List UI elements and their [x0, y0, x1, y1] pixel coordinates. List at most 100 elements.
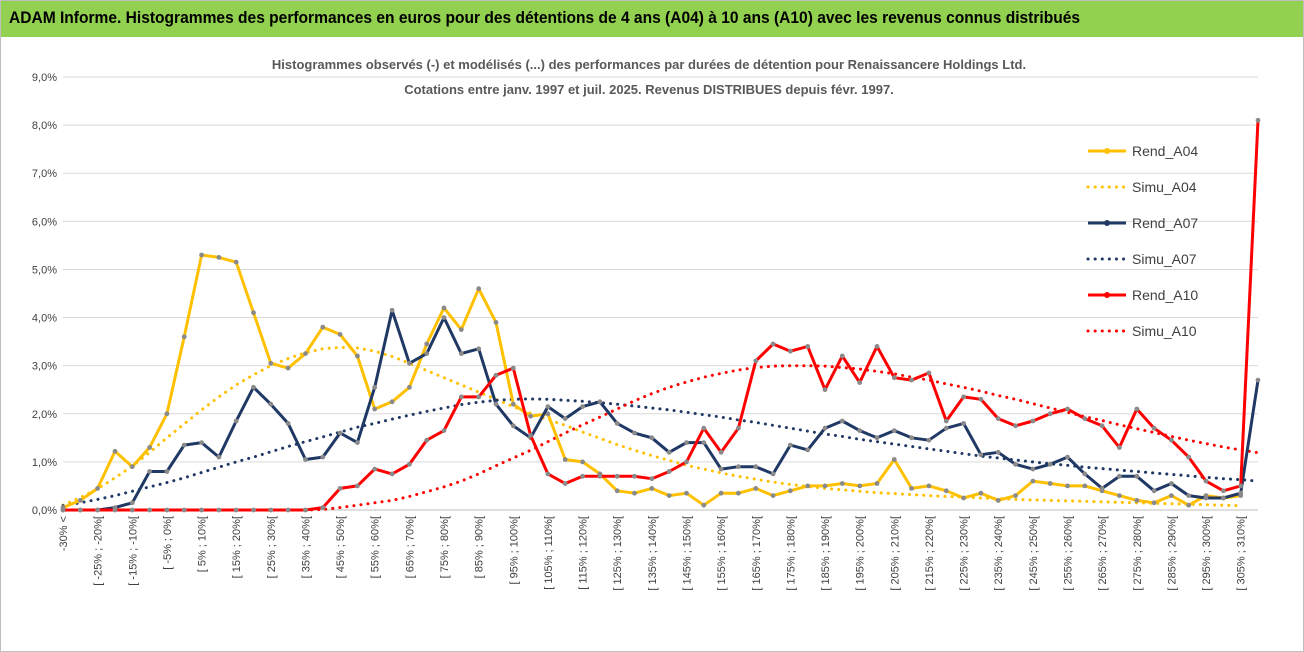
rend-a07-point — [268, 401, 274, 407]
rend-a04-point — [839, 481, 845, 486]
rend-a04-point — [1117, 493, 1122, 498]
rend-a04-point — [857, 483, 863, 489]
rend-a10-point — [718, 449, 724, 455]
rend-a07-point — [1255, 377, 1261, 383]
rend-a07-point — [597, 399, 603, 405]
x-tick-label: [ 175% ; 180%[ — [785, 516, 797, 591]
rend-a04-point — [891, 457, 897, 462]
rend-a04-point — [458, 327, 464, 332]
rend-a07-point — [805, 447, 811, 453]
rend-a07-point — [129, 500, 135, 506]
x-tick-label: [ 165% ; 170%[ — [751, 516, 763, 591]
rend-a10-point — [285, 507, 291, 513]
rend-a07-point — [943, 425, 949, 431]
legend-marker-rend-a07 — [1104, 220, 1110, 226]
rend-a04-point — [718, 490, 724, 496]
rend-a10-point — [1099, 423, 1105, 429]
rend-a07-point — [649, 435, 655, 441]
rend-a04-point — [129, 464, 135, 470]
rend-a04-point — [251, 310, 256, 316]
rend-a04-point — [320, 324, 326, 330]
rend-a10-point — [268, 507, 274, 513]
rend-a04-point — [1169, 493, 1174, 498]
rend-a04-point — [770, 493, 776, 498]
x-tick-label: [ 245% ; 250%[ — [1028, 516, 1040, 591]
rend-a04-point — [493, 320, 499, 325]
rend-a04-point — [424, 341, 430, 347]
x-tick-label: [ 65% ; 70%[ — [404, 516, 416, 578]
rend-a07-point — [389, 307, 395, 313]
chart-subtitle: Cotations entre janv. 1997 et juil. 2025… — [404, 82, 894, 97]
rend-a04-point — [736, 490, 741, 496]
rend-a04-point — [216, 255, 222, 260]
chart-title: Histogrammes observés (-) et modélisés (… — [272, 57, 1026, 72]
rend-a07-point — [978, 452, 984, 458]
y-tick-label: 6,0% — [32, 216, 57, 228]
simu-a04-line — [61, 345, 1243, 508]
rend-a04-point — [822, 483, 828, 489]
rend-a07-point — [1099, 486, 1105, 491]
rend-a07-point — [666, 449, 672, 455]
rend-a07-point — [285, 421, 291, 426]
rend-a07-point — [458, 351, 464, 356]
rend-a07-point — [1117, 473, 1122, 479]
rend-a10-point — [1203, 478, 1209, 484]
x-tick-label: [ -15% ; -10%[ — [127, 516, 139, 586]
x-tick-label: [ 105% ; 110%[ — [543, 516, 555, 590]
rend-a07-point — [545, 404, 551, 409]
x-tick-label: [ 115% ; 120%[ — [578, 516, 590, 590]
rend-a07-point — [701, 440, 707, 445]
rend-a04-point — [995, 498, 1001, 503]
x-tick-label: [ 265% ; 270%[ — [1097, 516, 1109, 591]
rend-a04-point — [943, 488, 949, 494]
rend-a10-point — [684, 459, 689, 465]
rend-a04-point — [1030, 478, 1036, 484]
rend-a10-point — [181, 507, 187, 513]
x-tick-label: [ 275% ; 280%[ — [1132, 516, 1144, 591]
rend-a10-point — [1065, 406, 1070, 412]
rend-a10-point — [372, 466, 378, 472]
rend-a10-point — [355, 483, 360, 489]
rend-a04-point — [389, 399, 395, 405]
rend-a10-point — [216, 507, 222, 513]
rend-a04-point — [1082, 483, 1088, 489]
legend-label-rend-a04: Rend_A04 — [1132, 143, 1198, 159]
rend-a04-point — [77, 498, 83, 503]
x-tick-label: [ 45% ; 50%[ — [335, 516, 347, 578]
rend-a10-point — [528, 433, 533, 438]
rend-a04-point — [372, 406, 378, 412]
rend-a07-point — [1082, 471, 1088, 477]
x-tick-label: [ 235% ; 240%[ — [993, 516, 1005, 591]
rend-a10-point — [303, 507, 308, 513]
x-tick-label: [ 185% ; 190%[ — [820, 516, 832, 591]
rend-a04-point — [95, 486, 100, 491]
x-tick-label: -30% < — [58, 516, 70, 551]
rend-a07-point — [216, 454, 222, 460]
rend-a07-point — [632, 430, 637, 436]
rend-a07-point — [337, 430, 343, 436]
rend-a07-point — [476, 346, 482, 352]
rend-a07-point — [164, 469, 170, 474]
rend-a07-point — [199, 440, 205, 445]
rend-a04-point — [909, 486, 914, 491]
rend-a07-point — [874, 435, 880, 441]
rend-a04-point — [562, 457, 568, 462]
rend-a04-point — [268, 360, 274, 366]
rend-a07-point — [788, 442, 793, 448]
rend-a10-point — [510, 365, 516, 371]
rend-a10-point — [926, 370, 932, 376]
rend-a10-point — [701, 425, 707, 431]
rend-a07-point — [753, 464, 759, 470]
rend-a07-point — [839, 418, 845, 424]
x-tick-label: [ 195% ; 200%[ — [855, 516, 867, 591]
rend-a04-point — [684, 490, 689, 496]
x-tick-label: [ 25% ; 30%[ — [266, 516, 278, 578]
rend-a04-point — [1134, 498, 1140, 503]
rend-a04-point — [355, 353, 360, 359]
rend-a04-point — [441, 305, 447, 311]
rend-a10-point — [805, 344, 811, 349]
rend-a10-point — [95, 507, 100, 513]
rend-a10-point — [649, 476, 655, 482]
rend-a10-point — [1013, 423, 1018, 429]
x-tick-label: [ 295% ; 300%[ — [1201, 516, 1213, 591]
